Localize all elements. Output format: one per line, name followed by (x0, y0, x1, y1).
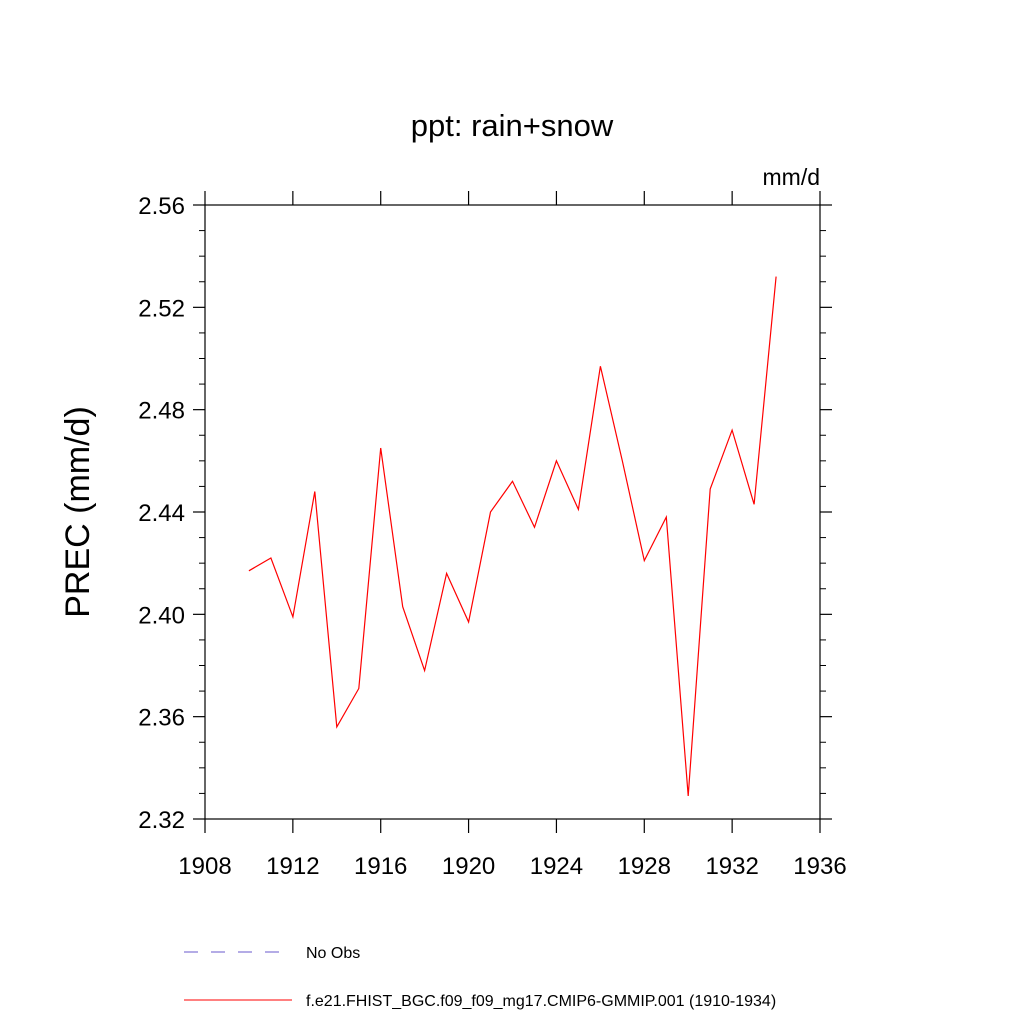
y-tick-label: 2.52 (138, 295, 185, 322)
x-tick-label: 1936 (793, 853, 846, 880)
x-tick-label: 1924 (530, 853, 583, 880)
x-axis: 1908 1912 1916 1920 1924 1928 1932 1936 (178, 191, 847, 880)
x-tick-label: 1932 (705, 853, 758, 880)
y-tick-label: 2.44 (138, 500, 185, 527)
x-tick-label: 1920 (442, 853, 495, 880)
y-axis: 2.32 2.36 2.40 2.44 2.48 2.52 2.56 (138, 193, 832, 834)
x-tick-label: 1928 (618, 853, 671, 880)
series-line (248, 276, 777, 797)
x-tick-label: 1908 (178, 853, 231, 880)
y-tick-label: 2.56 (138, 193, 185, 220)
y-tick-label: 2.48 (138, 398, 185, 425)
y-tick-label: 2.36 (138, 705, 185, 732)
chart-title: ppt: rain+snow (411, 108, 614, 143)
legend-label-no-obs: No Obs (306, 945, 360, 962)
legend-label-model: f.e21.FHIST_BGC.f09_f09_mg17.CMIP6-GMMIP… (306, 993, 776, 1010)
series-layer (248, 276, 777, 797)
x-tick-label: 1912 (266, 853, 319, 880)
y-axis-label: PREC (mm/d) (59, 406, 97, 618)
plot-frame (204, 204, 821, 820)
units-label: mm/d (763, 164, 821, 190)
y-tick-label: 2.40 (138, 602, 185, 629)
y-tick-label: 2.32 (138, 807, 185, 834)
x-tick-label: 1916 (354, 853, 407, 880)
legend: No Obs f.e21.FHIST_BGC.f09_f09_mg17.CMIP… (184, 945, 776, 1010)
